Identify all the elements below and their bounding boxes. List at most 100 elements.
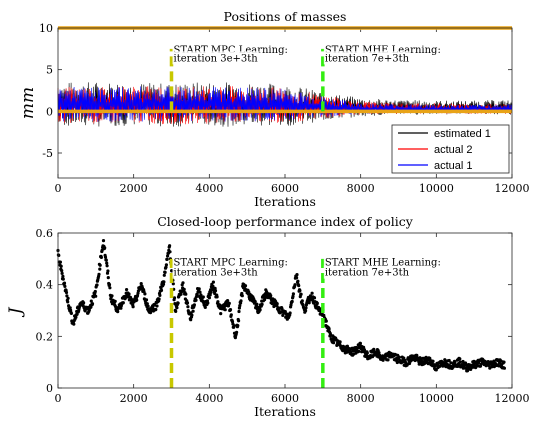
data-point xyxy=(327,327,331,331)
data-point xyxy=(103,246,107,250)
x-tick-label: 0 xyxy=(55,392,62,405)
data-point xyxy=(194,298,198,302)
data-point xyxy=(157,297,161,301)
data-point xyxy=(386,358,390,362)
data-point xyxy=(94,294,98,298)
x-tick-label: 0 xyxy=(55,182,62,195)
y-tick-label: 0 xyxy=(46,105,53,118)
data-point xyxy=(197,287,201,291)
data-point xyxy=(297,284,301,288)
x-tick-label: 4000 xyxy=(195,392,223,405)
data-point xyxy=(315,301,319,305)
data-point xyxy=(447,358,451,363)
y-tick-label: 10 xyxy=(39,22,53,35)
data-point xyxy=(135,298,139,302)
data-point xyxy=(165,257,169,261)
data-point xyxy=(62,281,67,285)
data-point xyxy=(82,301,86,305)
data-point xyxy=(65,294,69,298)
data-point xyxy=(63,284,67,288)
data-point xyxy=(61,274,65,278)
data-point xyxy=(98,267,102,271)
x-tick-label: 2000 xyxy=(120,392,148,405)
data-point xyxy=(93,289,97,294)
data-point xyxy=(162,280,166,284)
data-point xyxy=(116,310,120,314)
annotation-background xyxy=(323,51,411,65)
annotation-text: iteration 7e+3th xyxy=(325,268,410,279)
data-point xyxy=(108,286,112,290)
chart-closed-loop-performance: Closed-loop performance index of policy … xyxy=(6,214,530,419)
data-point xyxy=(72,322,76,326)
annotation-background xyxy=(323,265,411,279)
data-point xyxy=(206,301,210,305)
data-point xyxy=(238,304,242,308)
data-point xyxy=(215,295,219,299)
data-point xyxy=(232,324,236,328)
data-point xyxy=(216,300,220,304)
data-point xyxy=(181,281,185,285)
data-point xyxy=(223,308,227,312)
data-point xyxy=(296,279,300,283)
data-point xyxy=(453,360,457,364)
data-point xyxy=(201,295,205,299)
data-point xyxy=(295,276,299,280)
y-tick-label: 0.6 xyxy=(36,227,54,240)
data-point xyxy=(95,283,99,287)
annotation-background xyxy=(323,255,442,269)
data-point xyxy=(300,299,304,303)
data-point xyxy=(312,296,317,300)
data-point xyxy=(154,307,158,312)
data-point xyxy=(127,292,131,296)
data-point xyxy=(276,306,280,310)
data-point xyxy=(175,306,179,310)
data-point xyxy=(502,360,506,364)
data-point xyxy=(227,301,231,305)
data-point xyxy=(397,355,401,359)
data-point xyxy=(226,299,230,303)
data-point xyxy=(64,290,69,295)
data-point xyxy=(182,287,186,291)
data-point xyxy=(105,264,109,268)
data-point xyxy=(228,308,233,312)
data-point xyxy=(332,341,336,345)
data-point xyxy=(290,299,294,304)
vertical-markers xyxy=(169,48,325,112)
x-tick-label: 6000 xyxy=(271,182,299,195)
data-point xyxy=(125,288,129,292)
x-tick-label: 12000 xyxy=(495,392,530,405)
data-point xyxy=(377,351,381,355)
data-point xyxy=(184,292,188,296)
data-point xyxy=(458,360,462,364)
x-tick-label: 4000 xyxy=(195,182,223,195)
data-point xyxy=(158,293,162,297)
data-point xyxy=(99,255,103,259)
data-point xyxy=(365,351,369,355)
y-tick-label: 0.2 xyxy=(36,330,54,343)
data-point xyxy=(260,302,264,306)
data-point xyxy=(172,296,177,300)
data-point xyxy=(322,313,326,317)
data-point xyxy=(207,296,211,300)
data-point xyxy=(415,353,419,357)
x-tick-label: 6000 xyxy=(271,392,299,405)
annotation-background xyxy=(172,255,289,269)
data-point xyxy=(324,319,328,323)
data-point xyxy=(60,269,64,273)
data-point xyxy=(60,271,64,275)
data-point xyxy=(198,290,202,294)
x-tick-label: 10000 xyxy=(419,182,454,195)
series-line-actual-1 xyxy=(57,86,513,122)
data-point xyxy=(190,313,194,317)
y-axis-label: J xyxy=(6,306,26,317)
data-point xyxy=(213,289,218,293)
data-point xyxy=(168,244,172,248)
data-point xyxy=(103,255,108,259)
data-point xyxy=(239,299,243,303)
data-point xyxy=(98,263,102,267)
data-point xyxy=(89,305,93,309)
data-point xyxy=(163,270,167,274)
data-point xyxy=(168,250,172,254)
data-point xyxy=(243,284,248,288)
x-tick-label: 8000 xyxy=(347,392,375,405)
